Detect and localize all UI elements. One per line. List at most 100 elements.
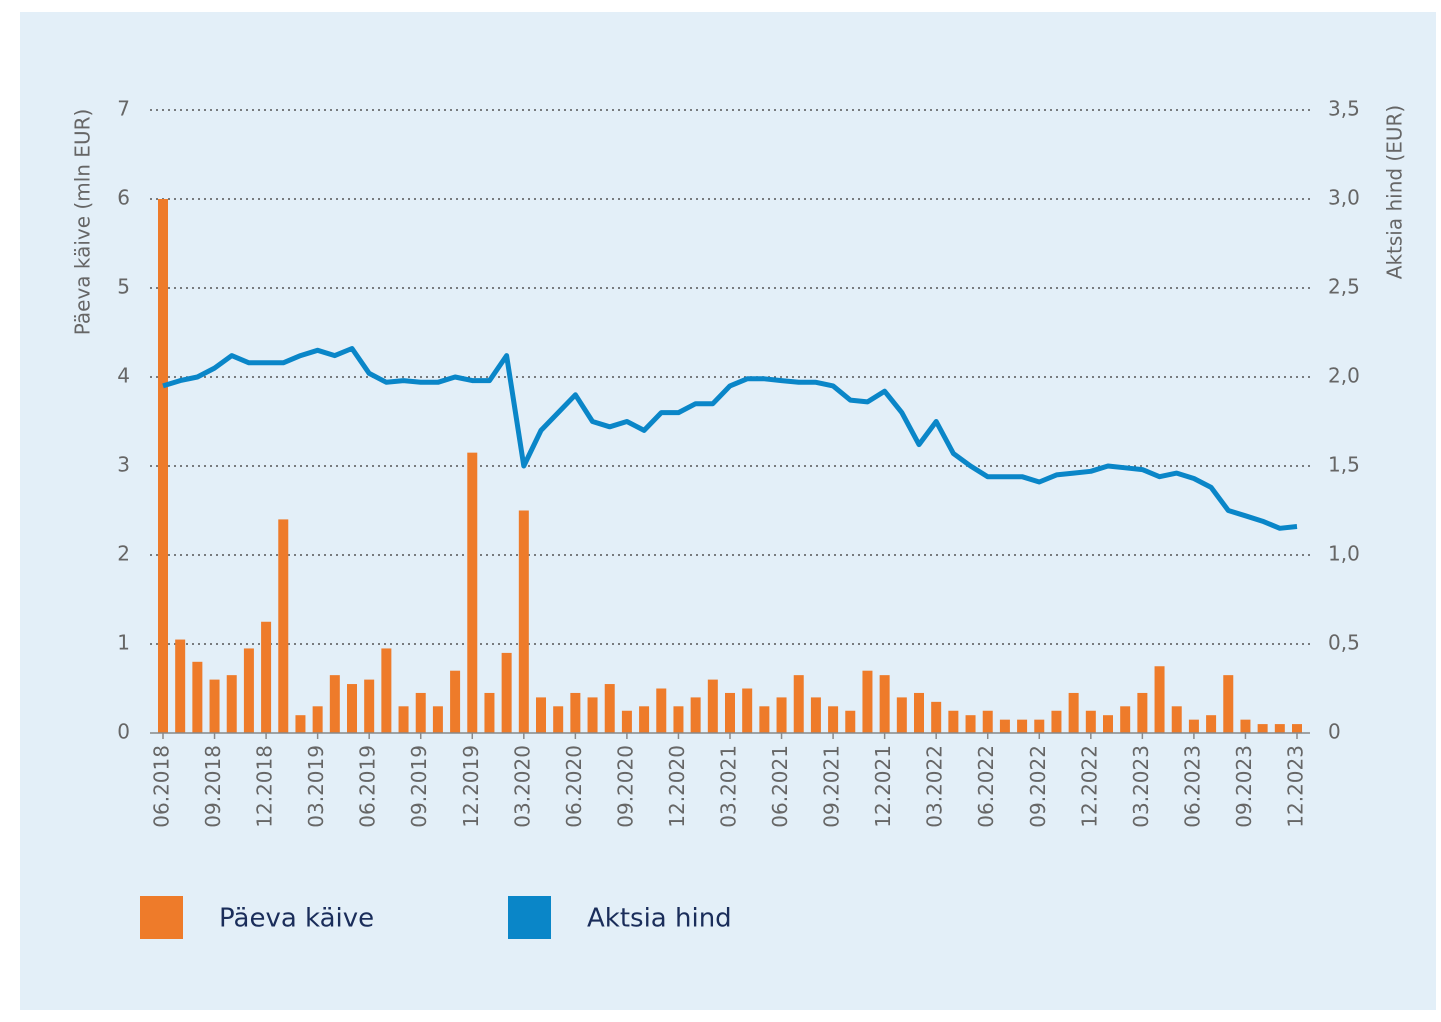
bar — [295, 715, 306, 733]
legend-swatch — [508, 896, 551, 939]
x-tick-label: 06.2022 — [974, 745, 998, 828]
bar — [914, 692, 924, 733]
x-tick-label: 03.2023 — [1129, 745, 1153, 828]
bar — [364, 679, 375, 733]
bar — [192, 661, 203, 733]
bar — [1206, 715, 1217, 733]
bar — [759, 706, 770, 733]
x-tick-label: 06.2021 — [768, 745, 792, 828]
x-tick-label: 06.2020 — [562, 745, 586, 828]
legend-label: Aktsia hind — [587, 904, 732, 934]
bar — [175, 639, 186, 733]
bar — [725, 692, 735, 733]
bar — [1103, 715, 1113, 733]
bar — [879, 675, 890, 733]
bar — [828, 706, 839, 733]
y2-tick-label: 2,5 — [1328, 275, 1360, 299]
x-tick-label: 06.2019 — [356, 745, 380, 828]
y2-axis-title: Aktsia hind (EUR) — [1383, 105, 1407, 279]
background — [20, 12, 1436, 1010]
y-tick-label: 2 — [117, 542, 130, 566]
x-tick-label: 09.2020 — [613, 745, 637, 828]
bar — [1188, 719, 1199, 733]
bar — [415, 692, 426, 733]
bar — [982, 710, 993, 733]
y-axis-title: Päeva käive (mln EUR) — [71, 109, 95, 336]
bar — [467, 452, 478, 733]
bar — [999, 719, 1010, 733]
x-tick-label: 12.2018 — [253, 745, 277, 828]
bar — [536, 697, 546, 733]
x-tick-label: 06.2023 — [1180, 745, 1204, 828]
x-tick-label: 12.2022 — [1077, 745, 1101, 828]
bar — [158, 199, 168, 733]
bar — [742, 688, 753, 733]
y2-tick-label: 1,0 — [1328, 542, 1360, 566]
bar — [1274, 724, 1285, 733]
bar — [484, 692, 495, 733]
bar — [501, 652, 512, 733]
bar — [707, 679, 718, 733]
bar — [432, 706, 443, 733]
x-tick-label: 09.2021 — [820, 745, 844, 828]
bar — [450, 670, 461, 733]
bar — [261, 621, 272, 733]
bar — [553, 706, 564, 733]
bar — [639, 706, 650, 733]
bar — [587, 697, 598, 733]
x-tick-label: 06.2018 — [150, 745, 174, 828]
bar — [398, 706, 409, 733]
x-tick-label: 09.2022 — [1026, 745, 1050, 828]
bar — [1171, 706, 1182, 733]
bar — [656, 688, 667, 733]
bar — [329, 675, 340, 733]
bar — [1292, 724, 1302, 733]
bar — [570, 692, 581, 733]
x-tick-label: 03.2021 — [717, 745, 741, 828]
bar — [793, 675, 804, 733]
price-line — [162, 346, 1298, 531]
y-tick-label: 3 — [117, 453, 130, 477]
bar — [948, 710, 959, 733]
x-tick-label: 12.2019 — [459, 745, 483, 828]
x-tick-label: 03.2020 — [510, 745, 534, 828]
bar — [931, 701, 942, 733]
y-tick-label: 6 — [117, 186, 130, 210]
x-tick-label: 12.2021 — [871, 745, 895, 828]
x-tick-label: 03.2022 — [923, 745, 947, 828]
y2-tick-label: 0 — [1328, 720, 1341, 744]
bar — [690, 697, 701, 733]
legend-label: Päeva käive — [219, 904, 374, 934]
bar — [243, 648, 254, 733]
bar — [347, 684, 357, 733]
bar — [965, 715, 976, 733]
bar — [1137, 692, 1148, 733]
x-tick-label: 09.2018 — [201, 745, 225, 828]
bar — [1120, 706, 1131, 733]
bar — [1154, 666, 1165, 733]
bar — [1017, 719, 1028, 733]
y2-tick-label: 2,0 — [1328, 364, 1360, 388]
bar — [1068, 692, 1079, 733]
bar — [312, 706, 323, 733]
bar — [278, 519, 289, 733]
bar — [518, 510, 529, 733]
x-tick-label: 12.2023 — [1284, 745, 1308, 828]
bar — [1085, 710, 1096, 733]
y-tick-label: 0 — [117, 720, 130, 744]
y-tick-label: 5 — [117, 275, 130, 299]
bar — [810, 697, 821, 733]
bar — [621, 710, 632, 733]
bar — [1051, 710, 1062, 733]
y2-tick-label: 3,0 — [1328, 186, 1360, 210]
bar — [776, 697, 787, 733]
bar — [381, 648, 392, 733]
bar — [604, 684, 615, 733]
y-tick-label: 7 — [117, 97, 130, 121]
bar — [226, 675, 237, 733]
legend-swatch — [140, 896, 183, 939]
bar — [673, 706, 684, 733]
y-tick-label: 4 — [117, 364, 130, 388]
x-tick-label: 09.2023 — [1232, 745, 1256, 828]
